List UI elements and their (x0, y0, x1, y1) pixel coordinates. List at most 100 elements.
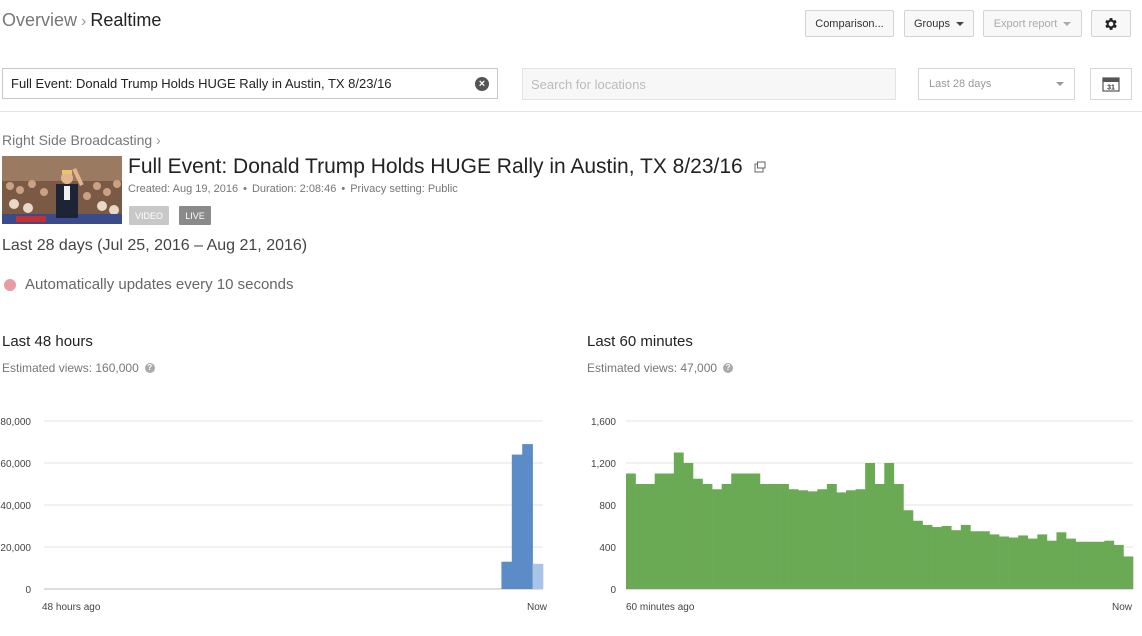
y-tick-label: 1,600 (591, 417, 616, 428)
chart-bar (750, 473, 761, 589)
channel-link[interactable]: Right Side Broadcasting › (2, 132, 161, 148)
location-search-placeholder: Search for locations (531, 76, 646, 92)
chart-bar (999, 536, 1009, 589)
chart-bar (865, 463, 876, 589)
chart-bar (501, 561, 513, 589)
chart-bar (979, 531, 990, 589)
comparison-button[interactable]: Comparison... (805, 10, 894, 37)
chart-bar (645, 484, 655, 589)
chart-bar (692, 478, 703, 589)
groups-button[interactable]: Groups (904, 10, 974, 37)
chart-bar (664, 473, 675, 589)
chart-bar (1008, 537, 1019, 589)
chart-bar (970, 531, 981, 589)
channel-name: Right Side Broadcasting (2, 132, 153, 148)
chevron-down-icon (1063, 21, 1072, 26)
y-tick-label: 80,000 (0, 417, 31, 428)
calendar-icon: 31 (1102, 77, 1120, 92)
chart-bar (522, 444, 533, 589)
chart-bar (1113, 544, 1124, 589)
chart-bar (654, 473, 665, 589)
chart-bar (807, 491, 818, 589)
panel-subtitle-60m: Estimated views: 47,000? (587, 361, 734, 375)
content-search-input[interactable]: Full Event: Donald Trump Holds HUGE Rall… (2, 68, 498, 99)
chart-bar (798, 490, 809, 589)
x-axis-start-label: 48 hours ago (42, 602, 101, 613)
panel-title-48h: Last 48 hours (2, 333, 93, 350)
breadcrumb-overview-link[interactable]: Overview (2, 10, 78, 30)
chart-bar (759, 484, 770, 589)
chart-bar (788, 489, 799, 589)
chart-bar (989, 534, 1000, 589)
video-thumbnail[interactable] (2, 156, 122, 224)
date-range-select[interactable]: Last 28 days (918, 68, 1075, 100)
y-tick-label: 1,200 (591, 459, 616, 470)
chart-48-hours: 0 20,000 40,000 60,000 80,000 48 hours ago Now (0, 417, 548, 613)
x-axis-start-label: 60 minutes ago (626, 602, 695, 613)
video-title: Full Event: Donald Trump Holds HUGE Rall… (128, 155, 766, 179)
breadcrumb-separator: › (81, 13, 87, 30)
chart-bar (922, 524, 933, 589)
x-axis-end-label: Now (1112, 602, 1133, 613)
chart-bar (932, 527, 942, 589)
chart-bar (893, 484, 904, 589)
panel-subtitle-48h: Estimated views: 160,000? (2, 361, 155, 375)
gear-icon (1105, 17, 1117, 30)
y-tick-label: 0 (610, 585, 616, 596)
auto-update-status: Automatically updates every 10 seconds (4, 276, 293, 293)
chart-bar (532, 563, 544, 589)
chart-bar (702, 484, 713, 589)
chart-bar (740, 473, 751, 589)
chart-bar (1104, 540, 1115, 589)
video-tag: VIDEO (129, 206, 169, 225)
chart-bar (884, 463, 895, 589)
chart-bar (960, 524, 971, 589)
chart-bar (1094, 541, 1105, 589)
y-tick-label: 20,000 (0, 543, 31, 554)
chart-bar (951, 530, 962, 589)
chart-bar (779, 484, 789, 589)
chart-bar (1056, 532, 1067, 589)
help-icon[interactable]: ? (144, 363, 155, 373)
privacy-setting: Privacy setting: Public (350, 183, 458, 195)
date-range-text: Last 28 days (Jul 25, 2016 – Aug 21, 201… (2, 237, 308, 254)
comparison-button-label: Comparison... (815, 17, 884, 30)
chart-bar (1018, 535, 1029, 589)
video-meta: Created: Aug 19, 2016 • Duration: 2:08:46 •… (128, 183, 458, 195)
chart-60-minutes: 0 400 800 1,200 1,600 60 minutes ago Now (591, 417, 1134, 613)
y-tick-label: 400 (599, 543, 616, 554)
calendar-button[interactable]: 31 (1090, 68, 1132, 100)
chart-bar (1085, 541, 1096, 589)
chart-bar (836, 492, 847, 589)
live-tag: LIVE (179, 206, 211, 225)
y-tick-label: 0 (25, 585, 31, 596)
chart-bar (903, 510, 914, 589)
date-range-label: Last 28 days (929, 78, 992, 90)
chart-bar (635, 484, 646, 589)
estimated-views-60m: Estimated views: 47,000 (587, 361, 718, 375)
settings-button[interactable] (1091, 10, 1131, 37)
chart-bar (511, 454, 523, 589)
video-title-text: Full Event: Donald Trump Holds HUGE Rall… (128, 155, 743, 178)
page-title: Realtime (90, 10, 162, 30)
y-tick-label: 800 (599, 501, 616, 512)
auto-update-text: Automatically updates every 10 seconds (25, 276, 294, 293)
x-axis-end-label: Now (527, 602, 548, 613)
groups-button-label: Groups (913, 17, 951, 30)
chart-bar (846, 490, 856, 589)
chevron-right-icon: › (156, 132, 161, 148)
export-report-label: Export report (993, 17, 1058, 30)
external-link-icon[interactable] (754, 161, 766, 173)
created-date: Created: Aug 19, 2016 (128, 183, 239, 195)
y-tick-label: 40,000 (0, 501, 31, 512)
video-duration: Duration: 2:08:46 (251, 183, 337, 195)
help-icon[interactable]: ? (723, 363, 734, 373)
location-search-input[interactable]: Search for locations (522, 68, 896, 100)
chart-bar (721, 484, 732, 589)
clear-icon[interactable]: × (475, 76, 489, 91)
chart-bar (1075, 541, 1086, 589)
export-report-button[interactable]: Export report (983, 10, 1082, 37)
panel-title-60m: Last 60 minutes (587, 333, 693, 350)
breadcrumb: Overview › Realtime (2, 10, 161, 31)
chart-bar (683, 463, 694, 589)
